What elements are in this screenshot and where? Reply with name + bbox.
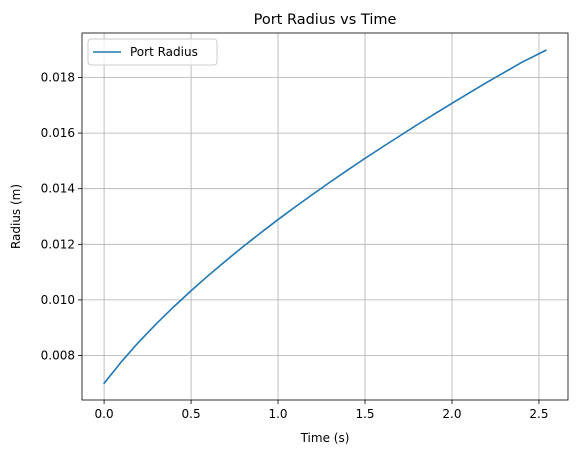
x-tick-label: 1.0 [268,407,287,421]
y-tick-label: 0.016 [41,126,75,140]
x-tick-label: 2.0 [442,407,461,421]
y-axis-label: Radius (m) [9,184,23,249]
y-tick-label: 0.010 [41,293,75,307]
x-axis-label: Time (s) [300,431,350,445]
chart-title: Port Radius vs Time [254,12,397,28]
legend: Port Radius [88,39,217,65]
y-tick-label: 0.012 [41,237,75,251]
x-tick-label: 2.5 [529,407,548,421]
x-tick-label: 0.0 [95,407,114,421]
x-tick-label: 1.5 [355,407,374,421]
x-tick-label: 0.5 [182,407,201,421]
y-tick-label: 0.008 [41,349,75,363]
y-tick-label: 0.018 [41,70,75,84]
y-tick-label: 0.014 [41,182,75,196]
legend-label: Port Radius [130,45,198,59]
